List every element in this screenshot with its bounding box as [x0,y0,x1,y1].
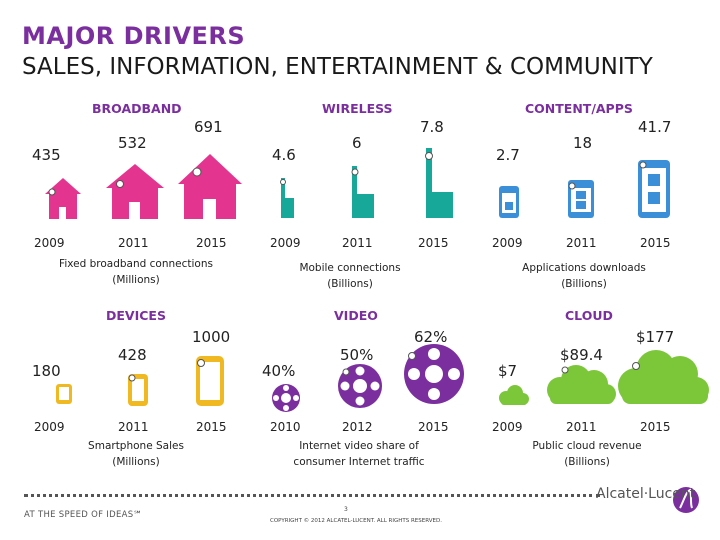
content-value-2009: 2.7 [496,146,520,164]
devices-value-2011: 428 [118,346,147,364]
video-value-2012: 50% [340,346,374,364]
devices-year-1: 2009 [34,420,65,434]
film-reel-icon [272,384,300,412]
devices-caption: Smartphone Sales (Millions) [66,438,206,470]
cloud-year-1: 2009 [492,420,523,434]
section-title-wireless: WIRELESS [322,101,393,116]
smartphone-icon [128,374,148,406]
devices-year-2: 2011 [118,420,149,434]
cloud-caption-line2: (Billions) [564,456,610,468]
devices-value-2015: 1000 [192,328,231,346]
broadband-year-3: 2015 [196,236,227,250]
alcatel-lucent-logo-icon [673,487,699,513]
film-reel-icon [404,344,464,404]
devices-caption-line1: Smartphone Sales [88,440,184,452]
broadband-value-2011: 532 [118,134,147,152]
cloud-icon [547,365,616,404]
page-number: 3 [344,506,348,513]
antenna-icon [425,148,453,218]
content-year-1: 2009 [492,236,523,250]
content-caption-line2: (Billions) [561,278,607,290]
broadband-year-1: 2009 [34,236,65,250]
broadband-caption: Fixed broadband connections (Millions) [44,256,228,288]
broadband-caption-line1: Fixed broadband connections [59,258,213,270]
broadband-value-2009: 435 [32,146,61,164]
video-value-2015: 62% [414,328,448,346]
cloud-caption-line1: Public cloud revenue [532,440,642,452]
content-caption: Applications downloads (Billions) [496,260,672,292]
section-title-content: CONTENT/APPS [525,101,633,116]
wireless-year-2: 2011 [342,236,373,250]
video-caption-line1: Internet video share of [299,440,419,452]
wireless-year-3: 2015 [418,236,449,250]
cloud-value-2011: $89.4 [560,346,603,364]
video-year-1: 2010 [270,420,301,434]
wireless-caption-line2: (Billions) [327,278,373,290]
broadband-value-2015: 691 [194,118,223,136]
section-title-video: VIDEO [334,308,378,323]
wireless-caption-line1: Mobile connections [299,262,401,274]
page-subtitle: SALES, INFORMATION, ENTERTAINMENT & COMM… [22,54,653,80]
antenna-icon [351,166,374,218]
content-value-2011: 18 [573,134,593,152]
wireless-caption: Mobile connections (Billions) [272,260,428,292]
section-title-broadband: BROADBAND [92,101,182,116]
smartphone-icon [56,384,72,404]
cloud-year-2: 2011 [566,420,597,434]
content-caption-line1: Applications downloads [522,262,646,274]
footer-copyright: COPYRIGHT © 2012 ALCATEL-LUCENT. ALL RIG… [270,518,442,524]
house-icon [106,164,164,219]
section-title-cloud: CLOUD [565,308,613,323]
wireless-year-1: 2009 [270,236,301,250]
antenna-icon [280,178,294,218]
cloud-value-2009: $7 [498,362,518,380]
cloud-year-3: 2015 [640,420,671,434]
smartphone-icon [196,356,224,406]
content-year-2: 2011 [566,236,597,250]
section-title-devices: DEVICES [106,308,166,323]
broadband-year-2: 2011 [118,236,149,250]
video-year-2: 2012 [342,420,373,434]
content-year-3: 2015 [640,236,671,250]
video-caption: Internet video share of consumer Interne… [276,438,442,470]
cloud-icon [618,350,709,404]
devices-value-2009: 180 [32,362,61,380]
video-value-2010: 40% [262,362,296,380]
footer-tagline: AT THE SPEED OF IDEAS℠ [24,510,143,520]
app-phone-icon [499,186,519,218]
cloud-value-2015: $177 [636,328,675,346]
wireless-value-2015: 7.8 [420,118,444,136]
footer-divider [24,494,600,497]
devices-year-3: 2015 [196,420,227,434]
devices-caption-line2: (Millions) [112,456,160,468]
content-value-2015: 41.7 [638,118,672,136]
app-phone-icon [568,180,594,218]
house-icon [178,154,242,219]
film-reel-icon [338,364,382,408]
wireless-value-2011: 6 [352,134,362,152]
house-icon [45,178,81,219]
cloud-caption: Public cloud revenue (Billions) [510,438,664,470]
footer-brand: Alcatel·Lucent [596,486,696,502]
page-title: MAJOR DRIVERS [22,22,246,50]
wireless-value-2009: 4.6 [272,146,296,164]
app-phone-icon [638,160,670,218]
cloud-icon [499,385,529,405]
video-year-3: 2015 [418,420,449,434]
broadband-caption-line2: (Millions) [112,274,160,286]
video-caption-line2: consumer Internet traffic [293,456,425,468]
